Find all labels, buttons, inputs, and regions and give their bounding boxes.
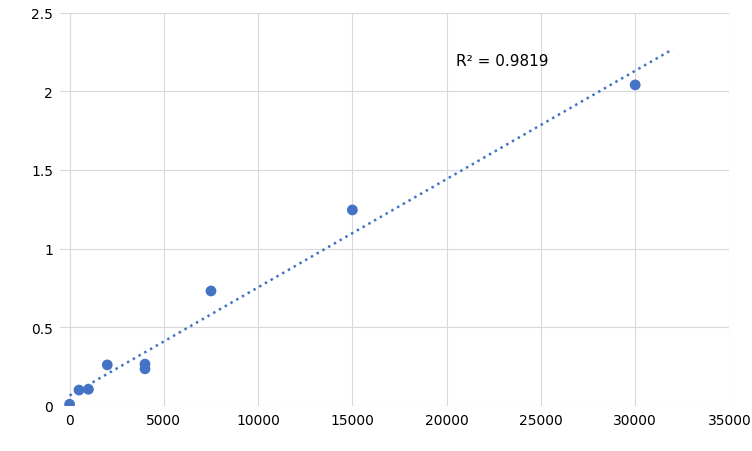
Point <box>139 365 151 373</box>
Point <box>102 362 114 369</box>
Point <box>629 82 641 89</box>
Point <box>73 387 85 394</box>
Point <box>83 386 95 393</box>
Point <box>139 361 151 368</box>
Point <box>347 207 359 214</box>
Text: R² = 0.9819: R² = 0.9819 <box>456 54 548 69</box>
Point <box>64 401 76 408</box>
Point <box>205 288 217 295</box>
